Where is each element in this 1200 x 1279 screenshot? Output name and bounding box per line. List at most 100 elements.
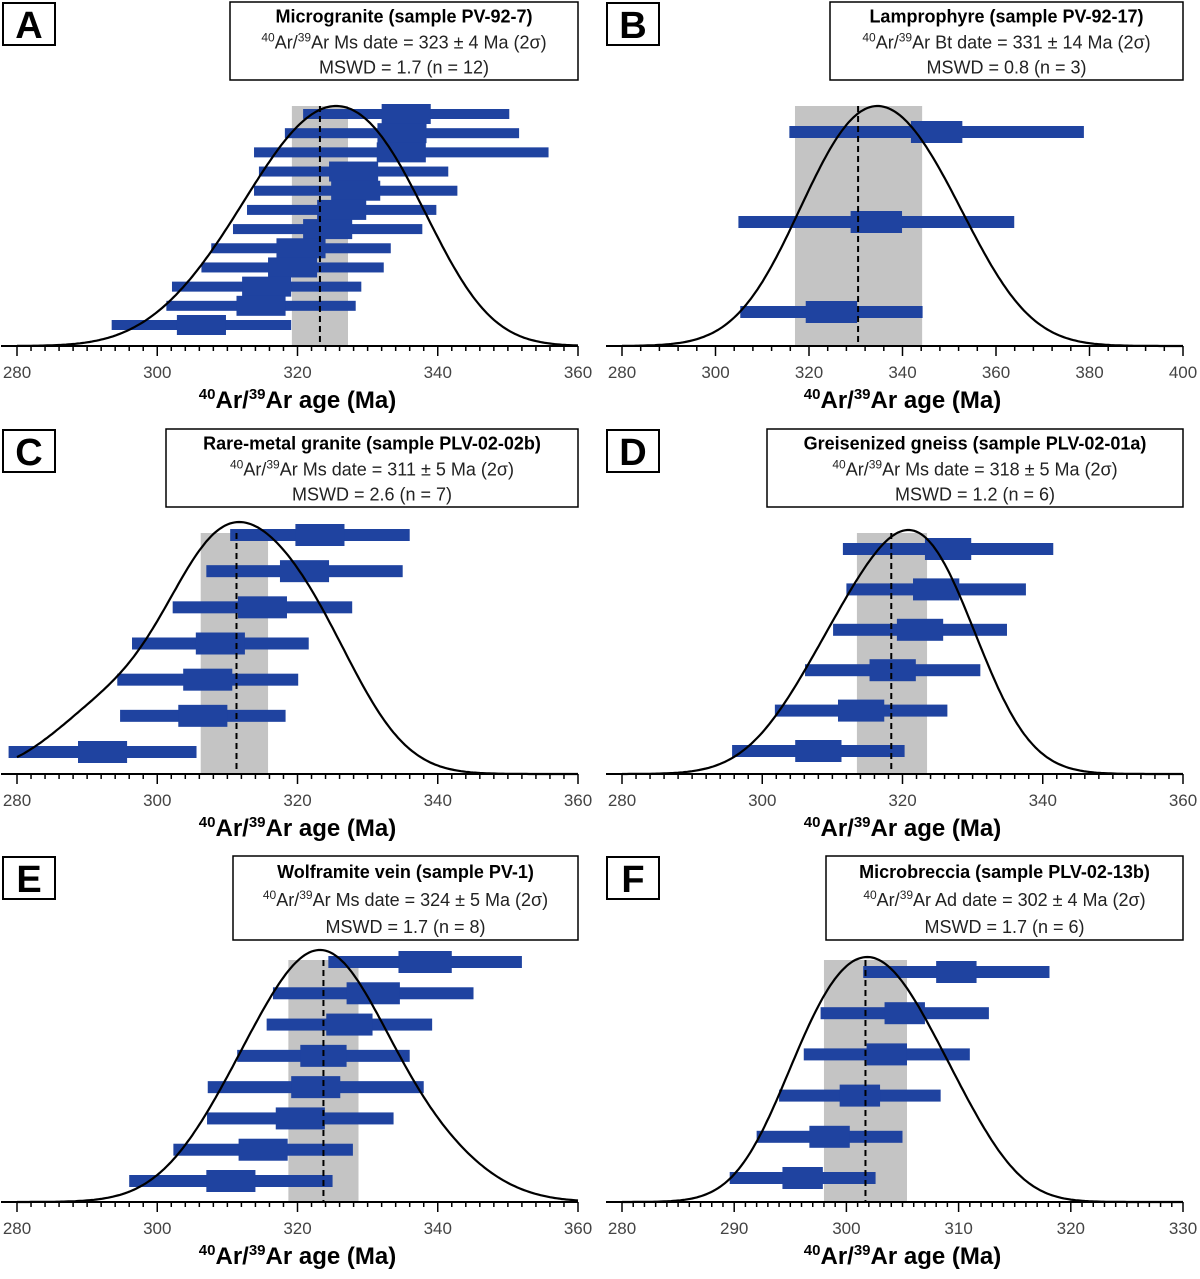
analysis-marker — [206, 1170, 256, 1192]
x-tick-label: 290 — [720, 1219, 748, 1238]
analysis-marker — [303, 219, 353, 240]
x-axis-label: 40Ar/39Ar age (Ma) — [804, 386, 1001, 414]
analysis-marker — [896, 618, 944, 641]
x-axis-label-mid: Ar/ — [215, 1243, 249, 1270]
title-box — [829, 1, 1184, 81]
mswd-line: MSWD = 1.7 (n = 8) — [325, 917, 485, 937]
date-line: 40Ar/39Ar Ms date = 311 ± 5 Ma (2σ) — [230, 457, 514, 479]
date-line-rest: Ar Ms date = 323 ± 4 Ma (2σ) — [311, 32, 547, 52]
panel-letter-box — [606, 429, 660, 473]
analysis-marker — [331, 180, 381, 201]
title-box — [229, 1, 579, 81]
x-tick-label: 320 — [1057, 1219, 1085, 1238]
analysis-marker — [850, 211, 903, 233]
mswd-line: MSWD = 1.7 (n = 12) — [319, 58, 489, 78]
x-tick-label: 360 — [982, 363, 1010, 382]
x-axis-label: 40Ar/39Ar age (Ma) — [199, 1242, 396, 1270]
probability-curve — [622, 104, 1183, 348]
x-axis-label-sup1: 40 — [804, 386, 821, 403]
analysis-marker — [176, 315, 226, 335]
date-line-sup2: 39 — [900, 888, 914, 902]
panel-letter-box — [2, 2, 56, 46]
x-axis-label-rest: Ar age (Ma) — [266, 387, 397, 414]
x-axis-label-sup2: 39 — [854, 814, 871, 831]
date-line-mid: Ar/ — [243, 459, 266, 479]
analysis-marker — [913, 578, 960, 601]
panel-title: Rare-metal granite (sample PLV-02-02b) — [203, 433, 541, 453]
analysis-marker — [268, 257, 318, 278]
x-tick-label: 360 — [1169, 791, 1197, 810]
analysis-marker — [275, 1107, 325, 1130]
panel-letter-box — [2, 856, 56, 900]
x-tick-label: 280 — [3, 1219, 31, 1238]
x-tick-label: 340 — [1029, 791, 1057, 810]
analysis-marker — [398, 951, 452, 973]
x-axis-label-mid: Ar/ — [820, 1243, 854, 1270]
mswd-line: MSWD = 1.7 (n = 6) — [924, 917, 1084, 937]
analysis-marker — [936, 961, 977, 983]
analysis-marker — [317, 199, 367, 220]
analysis-marker — [346, 982, 400, 1005]
x-axis-label-sup2: 39 — [249, 386, 266, 403]
date-line-mid: Ar/ — [877, 890, 900, 910]
x-tick-label: 340 — [424, 1219, 452, 1238]
panel-letter: B — [619, 5, 646, 47]
analysis-marker — [377, 123, 427, 144]
x-axis-label-rest: Ar age (Ma) — [871, 387, 1002, 414]
x-axis-label: 40Ar/39Ar age (Ma) — [804, 814, 1001, 842]
analysis-marker — [782, 1167, 823, 1189]
date-line-sup1: 40 — [862, 30, 876, 44]
date-line-sup2: 39 — [266, 457, 280, 471]
x-tick-label: 380 — [1075, 363, 1103, 382]
panel-letter: E — [16, 859, 41, 901]
x-axis-label-mid: Ar/ — [820, 387, 854, 414]
analysis-marker — [242, 276, 292, 297]
mswd-line: MSWD = 2.6 (n = 7) — [292, 485, 452, 505]
analysis-marker — [805, 301, 858, 323]
date-line-sup1: 40 — [263, 888, 277, 902]
x-tick-label: 360 — [564, 791, 592, 810]
x-axis-label: 40Ar/39Ar age (Ma) — [199, 386, 396, 414]
analysis-marker — [276, 238, 326, 259]
x-tick-label: 300 — [143, 1219, 171, 1238]
date-line-sup1: 40 — [863, 888, 877, 902]
x-tick-label: 280 — [3, 791, 31, 810]
panel-letter: D — [619, 432, 646, 474]
x-axis-label-sup1: 40 — [199, 814, 216, 831]
analysis-marker — [183, 668, 233, 691]
panel-title: Wolframite vein (sample PV-1) — [277, 862, 534, 882]
analysis-marker — [795, 740, 842, 762]
analysis-marker — [279, 560, 330, 583]
probability-curve — [622, 528, 1183, 776]
x-tick-label: 300 — [748, 791, 776, 810]
x-axis-label-mid: Ar/ — [820, 815, 854, 842]
probability-curve — [17, 948, 579, 1204]
title-box — [825, 855, 1184, 941]
x-axis-label-sup1: 40 — [199, 386, 216, 403]
x-tick-label: 310 — [944, 1219, 972, 1238]
date-line: 40Ar/39Ar Ms date = 324 ± 5 Ma (2σ) — [263, 888, 548, 910]
date-line-rest: Ar Ad date = 302 ± 4 Ma (2σ) — [913, 890, 1146, 910]
x-tick-label: 330 — [1169, 1219, 1197, 1238]
x-tick-label: 320 — [283, 363, 311, 382]
panel-title: Microgranite (sample PV-92-7) — [275, 6, 532, 26]
x-tick-label: 320 — [283, 1219, 311, 1238]
x-axis-label-sup2: 39 — [249, 814, 266, 831]
date-line-sup2: 39 — [299, 888, 313, 902]
date-line-mid: Ar/ — [846, 459, 869, 479]
analysis-marker — [326, 1013, 373, 1036]
date-line-mid: Ar/ — [276, 890, 299, 910]
date-line-sup2: 39 — [298, 30, 312, 44]
analysis-marker — [381, 104, 431, 124]
title-box — [766, 428, 1184, 508]
analysis-marker — [78, 741, 128, 763]
x-axis-label-rest: Ar age (Ma) — [871, 815, 1002, 842]
date-line: 40Ar/39Ar Ms date = 323 ± 4 Ma (2σ) — [261, 30, 546, 52]
analysis-marker — [910, 121, 963, 143]
x-tick-label: 320 — [888, 791, 916, 810]
analysis-marker — [869, 659, 916, 682]
